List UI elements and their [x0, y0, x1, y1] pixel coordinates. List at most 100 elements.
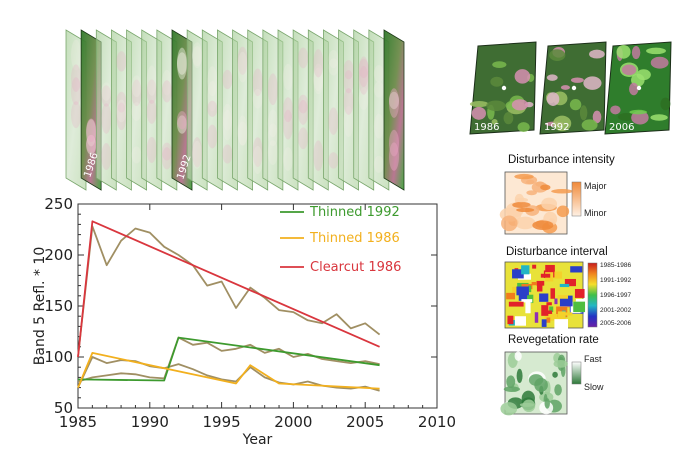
- location-marker-icon: [501, 85, 507, 91]
- x-tick-label: 2005: [346, 413, 384, 431]
- revegetation-low-label: Slow: [584, 382, 604, 392]
- y-tick-label: 200: [44, 246, 73, 264]
- stack-frame-patch: [86, 119, 97, 147]
- stack-frame-patch: [328, 152, 339, 169]
- interval-map-patch: [574, 288, 585, 298]
- thumbnail-patch: [514, 69, 531, 84]
- thumbnail-patch: [629, 82, 639, 96]
- interval-map-patch: [512, 269, 524, 279]
- stack-frame-patch: [101, 82, 112, 101]
- thumbnail-patch: [660, 97, 671, 111]
- stack-frame-patch: [86, 134, 97, 155]
- interval-map-patch: [541, 319, 547, 327]
- thumbnail-patch: [631, 46, 641, 60]
- x-axis-title: Year: [242, 432, 273, 448]
- intensity-map-patch: [556, 205, 570, 218]
- intensity-colorbar: [571, 181, 582, 217]
- thumbnail-patch: [490, 76, 504, 87]
- x-tick-label: 1990: [131, 413, 169, 431]
- interval-map-patch: [545, 264, 555, 277]
- stack-frame-patch: [146, 99, 157, 124]
- thumbnail-patch: [549, 49, 566, 61]
- intensity-map-patch: [514, 173, 534, 180]
- x-tick-label: 2010: [418, 413, 456, 431]
- interval-map-patch: [554, 319, 569, 330]
- thumbnail-patch: [511, 99, 529, 111]
- stack-frame-patch: [328, 107, 339, 135]
- interval-map-patch: [559, 283, 570, 288]
- thumbnail-patch: [553, 115, 572, 132]
- stack-frame-patch: [343, 105, 354, 138]
- stack-frame-patch: [161, 142, 172, 161]
- location-marker-icon: [571, 85, 577, 91]
- stack-frame-patch: [298, 94, 309, 114]
- thumbnail-patch: [469, 101, 489, 108]
- stack-frame-patch: [237, 51, 248, 83]
- thumbnail-year: 1986: [474, 122, 499, 133]
- revegetation-map-patch: [503, 386, 520, 392]
- stack-frame-patch: [116, 99, 127, 123]
- x-tick-label: 1995: [203, 413, 241, 431]
- revegetation-map-patch: [500, 402, 518, 416]
- thumbnail-patch: [491, 119, 498, 125]
- intensity-map-patch: [540, 184, 551, 191]
- thumbnail-patch: [650, 56, 669, 69]
- revegetation-map-patch: [552, 371, 558, 378]
- interval-map-patch: [546, 302, 552, 306]
- thumbnail-patch: [610, 105, 621, 115]
- stack-frame-patch: [222, 69, 233, 90]
- y-tick-label: 250: [44, 195, 73, 213]
- stack-frame-patch: [237, 115, 248, 146]
- thumbnail-patch: [486, 100, 506, 112]
- stack-frame-patch: [177, 52, 187, 75]
- stack-frame-patch: [161, 80, 172, 103]
- thumbnail-patch: [650, 114, 668, 121]
- stack-frame-patch: [343, 60, 354, 80]
- disturbance-interval-title: Disturbance interval: [506, 246, 608, 258]
- interval-map-patch: [507, 315, 514, 325]
- thumbnail-patch: [583, 76, 602, 90]
- intensity-high-label: Major: [584, 181, 607, 191]
- stack-frame-patch: [358, 58, 369, 79]
- stack-frame-patch: [131, 146, 142, 164]
- stack-frame-patch: [222, 144, 233, 164]
- stack-frame-patch: [343, 88, 354, 115]
- thumbnail-patch: [546, 74, 558, 81]
- revegetation-map-patch: [506, 375, 516, 389]
- fitted-series-line: [77, 220, 380, 358]
- thumbnail-patch: [592, 110, 602, 124]
- stack-frame-patch: [161, 69, 172, 96]
- y-tick-label: 100: [44, 348, 73, 366]
- stack-frame-patch: [177, 47, 187, 80]
- thumbnail-year: 1992: [544, 122, 569, 133]
- thumbnail-patch: [589, 49, 605, 59]
- stack-frame-patch: [71, 77, 81, 106]
- interval-map-patch: [536, 282, 543, 292]
- interval-map-patch: [518, 290, 528, 301]
- stack-frame-patch: [177, 115, 187, 134]
- intensity-map-patch: [532, 220, 554, 231]
- interval-map-patch: [526, 301, 531, 310]
- legend-label: Thinned 1986: [309, 231, 400, 246]
- stack-frame-patch: [101, 85, 112, 107]
- stack-frame-patch: [86, 134, 97, 153]
- interval-map-patch: [549, 306, 554, 313]
- disturbance-intensity-title: Disturbance intensity: [508, 154, 615, 166]
- intensity-map-patch: [541, 197, 558, 210]
- stack-frame-patch: [283, 97, 293, 123]
- thumbnail-patch: [492, 61, 507, 69]
- thumbnail-year: 2006: [609, 122, 634, 133]
- interval-map-patch: [508, 301, 524, 307]
- observed-series-line: [77, 225, 381, 358]
- stack-frame-patch: [192, 140, 203, 169]
- y-tick-label: 150: [44, 297, 73, 315]
- stack-frame: [383, 29, 405, 191]
- stack-frame-patch: [298, 47, 309, 69]
- stack-frame-patch: [267, 109, 278, 138]
- stack-frame-patch: [192, 46, 203, 67]
- revegetation-map-patch: [519, 402, 535, 407]
- stack-frame-patch: [373, 81, 384, 98]
- stack-frame-patch: [146, 136, 157, 164]
